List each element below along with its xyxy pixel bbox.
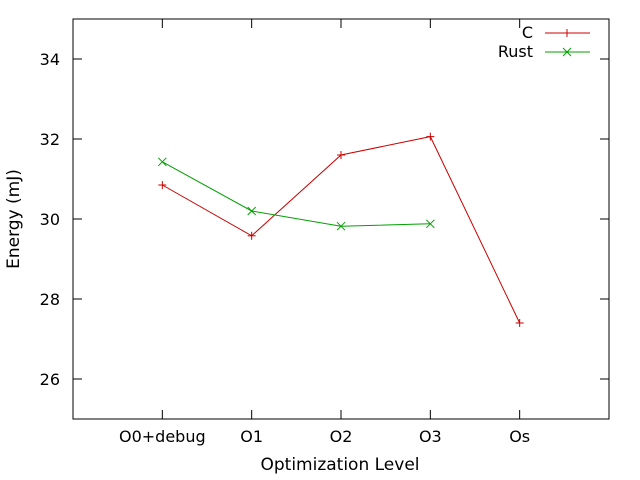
x-tick-label: O0+debug [119, 427, 206, 446]
legend-marker [562, 47, 572, 57]
data-point [336, 221, 346, 231]
series-c [158, 132, 524, 327]
legend-label: Rust [498, 42, 533, 61]
series-line [162, 161, 431, 227]
series-rust [157, 157, 435, 231]
x-tick-label: O1 [240, 427, 263, 446]
x-tick-label: O3 [419, 427, 442, 446]
y-tick-label: 26 [40, 370, 60, 389]
data-point [157, 157, 167, 167]
y-tick-label: 30 [40, 210, 60, 229]
x-tick-label: Os [509, 427, 530, 446]
x-axis-ticks: O0+debug O1 O2 O3 Os [119, 19, 530, 446]
y-axis-ticks: 26 28 30 32 34 [40, 50, 609, 389]
data-point [247, 206, 257, 216]
y-tick-label: 32 [40, 130, 60, 149]
data-point [425, 219, 435, 229]
series-layer [157, 132, 524, 327]
legend-label: C [522, 23, 533, 42]
y-tick-label: 28 [40, 290, 60, 309]
y-axis-label: Energy (mJ) [4, 169, 24, 269]
y-tick-label: 34 [40, 50, 60, 69]
series-line [162, 136, 521, 324]
x-tick-label: O2 [330, 427, 353, 446]
plot-frame [72, 18, 610, 420]
x-axis-label: Optimization Level [260, 455, 419, 475]
